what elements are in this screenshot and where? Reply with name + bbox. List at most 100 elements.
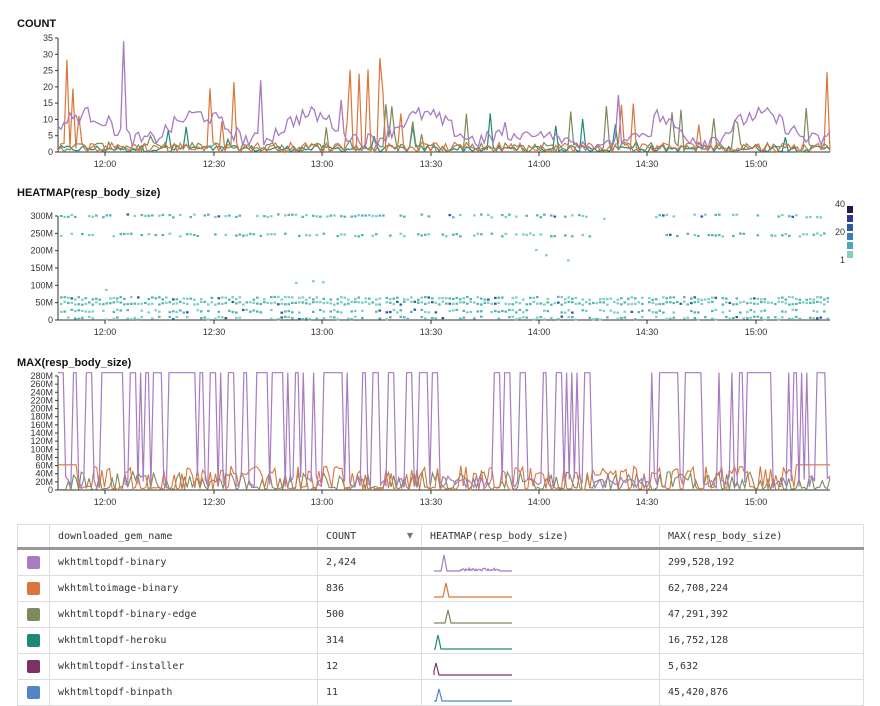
heatmap-cell [137,302,140,305]
heatmap-cell [259,302,263,306]
heatmap-cell [476,296,480,299]
heatmap-cell [469,310,473,313]
heatmap-cell [459,301,462,304]
heatmap-cell [116,297,119,300]
row-color-cell [17,653,50,680]
heatmap-cell [826,297,830,300]
heatmap-cell [130,302,133,305]
max-series-binary [58,372,831,490]
heatmap-cell [693,296,697,299]
heatmap-cell [326,301,329,304]
table-row[interactable]: wkhtmltopdf-binpath 11 45,420,876 [17,679,864,706]
heatmap-cell [697,234,700,238]
heatmap-cell [368,214,371,217]
table-row[interactable]: wkhtmltopdf-binary-edge 500 47,291,392 [17,601,864,628]
heatmap-cell [501,214,504,217]
heatmap-cell [147,214,151,217]
heatmap-cell [385,296,389,300]
heatmap-cell [322,310,326,313]
count-chart[interactable]: 0 5 10 15 20 25 30 35 12:00 12:30 13:00 13:30 14:00 1… [0,28,880,168]
heatmap-cell [581,234,585,237]
heatmap-cell [753,310,756,313]
heatmap-cell [371,214,375,218]
heatmap-cell [697,318,700,321]
column-header-count[interactable]: COUNT ▼ [317,524,422,550]
heatmap-cell [788,317,791,321]
heatmap-cell [126,309,130,312]
column-header-heatmap[interactable]: HEATMAP(resp_body_size) [421,524,660,550]
heatmap-cell [357,301,361,304]
heatmap-cell [777,215,781,218]
heatmap-cell [329,302,333,305]
heatmap-cell [700,302,704,306]
heatmap-cell [420,315,424,319]
heatmap-cell [441,297,445,300]
table-row[interactable]: wkhtmltopdf-binary 2,424 299,528,192 [17,548,864,576]
max-cell: 16,752,128 [659,627,864,654]
series-color-swatch [27,686,40,699]
heatmap-cell [445,302,448,305]
heatmap-cell [91,233,95,237]
heatmap-cell [424,302,427,305]
row-color-cell [17,548,50,576]
heatmap-cell [126,302,130,306]
column-header-name[interactable]: downloaded_gem_name [49,524,318,550]
table-row[interactable]: wkhtmltopdf-installer 12 5,632 [17,653,864,680]
sort-desc-icon[interactable]: ▼ [406,530,413,540]
heatmap-cell [641,302,644,305]
max-chart[interactable]: 020M40M60M80M100M120M140M160M180M200M220… [0,366,880,516]
heatmap-cell [476,310,480,313]
heatmap-cell [805,216,809,219]
count-x-tick-label: 13:00 [311,159,334,168]
heatmap-cell [760,301,763,304]
heatmap-y-tick-label: 300M [30,211,53,221]
heatmap-cell [417,298,420,301]
heatmap-cell [385,318,389,321]
heatmap-cell [172,310,175,313]
max-cell: 45,420,876 [659,679,864,706]
heatmap-cell [721,311,725,314]
max-series-binary-edge [57,470,831,492]
heatmap-cell [532,318,536,321]
heatmap-cell [343,233,347,236]
heatmap-cell [672,296,676,299]
column-header-max[interactable]: MAX(resp_body_size) [659,524,864,550]
heatmap-cell [543,309,546,312]
heatmap-cell [823,310,826,313]
heatmap-cell [784,233,788,236]
heatmap-legend-label: 20 [835,227,845,237]
count-x-tick-label: 15:00 [745,159,768,168]
heatmap-cell [396,300,399,303]
heatmap-cell [259,311,263,314]
heatmap-cell [161,298,165,301]
heatmap-cell [378,317,382,320]
table-row[interactable]: wkhtmltoimage-binary 836 62,708,224 [17,575,864,602]
heatmap-cell [581,303,585,306]
max-y-tick-label: 60M [35,461,53,471]
row-color-cell [17,601,50,628]
heatmap-cell [375,303,378,306]
heatmap-cell [487,301,490,304]
heatmap-y-tick-label: 50M [35,298,53,308]
heatmap-cell [567,309,571,312]
heatmap-chart[interactable]: 0 50M 100M 150M 200M 250M 300M 12:00 12:30 13:00 1… [0,196,880,346]
heatmap-cell [238,316,242,319]
heatmap-cell [588,235,592,238]
heatmap-sparkline-cell [421,575,660,602]
table-row[interactable]: wkhtmltopdf-heroku 314 16,752,128 [17,627,864,654]
heatmap-cell [172,318,175,321]
heatmap-cell [354,215,357,218]
heatmap-sparkline-line [434,688,512,702]
heatmap-cell [693,213,697,216]
heatmap-cell [256,310,259,313]
heatmap-sparkline [434,554,512,572]
heatmap-cell [595,317,599,320]
heatmap-cell [578,214,581,217]
heatmap-cell [791,308,795,311]
heatmap-cell [571,316,574,319]
max-x-tick-label: 12:00 [94,497,117,507]
heatmap-cell [574,318,578,321]
max-y-tick-label: 200M [30,404,53,414]
heatmap-cell [168,311,172,314]
heatmap-cell [420,301,424,304]
